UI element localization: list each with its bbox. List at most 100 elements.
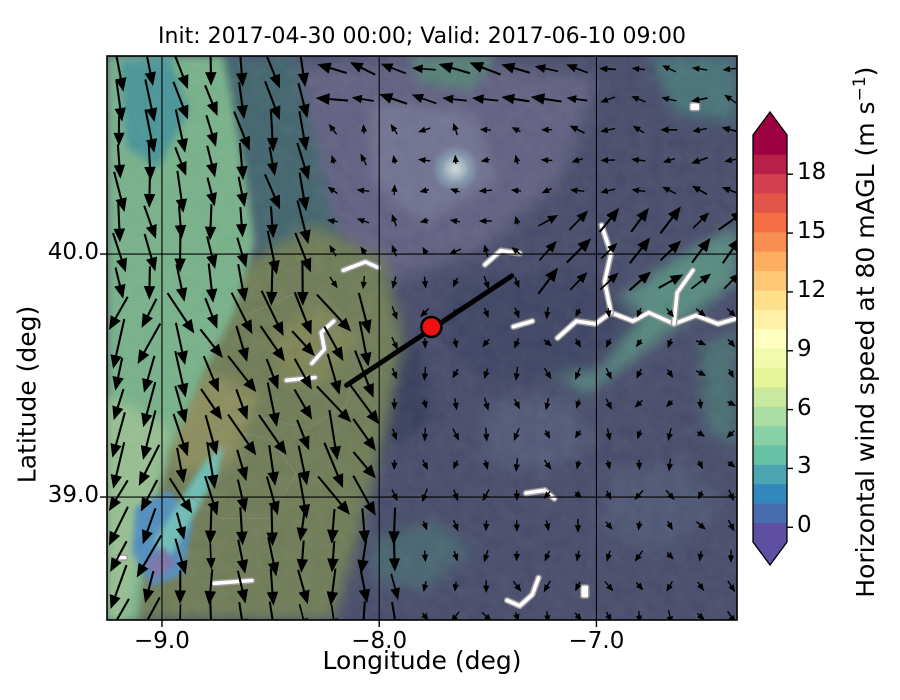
wind-arrow xyxy=(483,368,490,380)
wind-arrow xyxy=(696,430,705,437)
plot-border xyxy=(106,55,738,621)
wind-arrow xyxy=(452,154,459,164)
wind-arrow xyxy=(540,157,553,164)
wind-arrow xyxy=(357,601,366,620)
colorbar-segment xyxy=(753,134,787,155)
wind-arrow xyxy=(636,368,643,379)
wind-arrow xyxy=(238,601,248,620)
wind-arrow xyxy=(264,173,281,210)
wind-arrow xyxy=(323,325,344,362)
wind-arrow xyxy=(605,611,612,620)
wind-arrow xyxy=(534,64,559,73)
wind-arrow xyxy=(565,238,592,264)
wind-arrow xyxy=(391,184,398,196)
wind-arrow xyxy=(330,154,337,164)
wind-arrow xyxy=(227,355,257,393)
wind-arrow xyxy=(204,508,217,545)
wind-arrow xyxy=(574,612,582,620)
colorbar-segment xyxy=(753,405,787,427)
wind-arrow xyxy=(605,398,612,410)
wind-arrow xyxy=(438,62,471,75)
wind-arrow xyxy=(690,273,712,290)
wind-arrow xyxy=(137,322,162,365)
wind-arrow xyxy=(316,293,352,332)
wind-arrow xyxy=(727,338,736,348)
wind-arrow xyxy=(296,419,310,451)
wind-arrow xyxy=(174,322,188,366)
wind-arrow xyxy=(110,442,126,489)
wind-arrow xyxy=(235,389,249,420)
wind-arrow xyxy=(569,125,585,134)
wind-arrow xyxy=(143,176,156,208)
wind-arrow xyxy=(294,232,312,273)
wind-arrow xyxy=(236,539,249,574)
wind-arrow xyxy=(538,215,559,227)
wind-arrow xyxy=(636,307,643,318)
wind-arrow xyxy=(514,337,521,349)
wind-arrow xyxy=(695,308,707,317)
wind-arrows-layer xyxy=(108,56,737,620)
wind-arrow xyxy=(205,56,217,86)
wind-arrow xyxy=(543,367,552,380)
wind-arrow xyxy=(144,56,156,86)
wind-arrow xyxy=(268,601,279,620)
wind-arrow xyxy=(109,564,128,610)
wind-arrow xyxy=(513,307,520,319)
wind-arrow xyxy=(575,308,582,318)
colorbar-segment xyxy=(753,425,787,446)
wind-arrow xyxy=(478,187,492,194)
wind-arrow xyxy=(418,126,431,133)
wind-arrow xyxy=(390,123,398,135)
colorbar-segment xyxy=(753,192,787,213)
river xyxy=(672,268,695,326)
colorbar-segment xyxy=(753,444,787,465)
colorbar-segment xyxy=(753,347,787,368)
wind-arrow xyxy=(141,298,158,328)
wind-arrow xyxy=(315,93,349,105)
wind-arrow xyxy=(513,612,520,620)
wind-arrow xyxy=(566,64,589,74)
wind-arrow xyxy=(574,490,583,499)
wind-arrow xyxy=(628,271,652,292)
wind-arrow xyxy=(636,429,643,440)
wind-arrow xyxy=(501,62,531,74)
wind-arrow xyxy=(360,124,368,134)
wind-arrow xyxy=(411,93,437,105)
wind-arrow xyxy=(605,367,612,380)
wind-arrow xyxy=(419,308,430,318)
colorbar-tick-label: 3 xyxy=(797,453,812,480)
wind-arrow xyxy=(724,94,737,104)
water-feature xyxy=(689,102,701,112)
wind-arrow xyxy=(142,570,155,604)
wind-arrow xyxy=(266,506,278,547)
wind-arrow xyxy=(605,428,612,441)
wind-arrow xyxy=(112,232,128,273)
wind-arrow xyxy=(316,385,352,423)
wind-arrow xyxy=(411,64,436,74)
river xyxy=(505,575,541,608)
wind-arrow xyxy=(452,398,459,411)
wind-arrow xyxy=(265,260,278,306)
wind-arrow xyxy=(635,611,643,620)
wind-arrow xyxy=(452,581,459,592)
wind-arrow xyxy=(537,267,559,295)
colorbar-label-close: ) xyxy=(851,66,881,77)
wind-arrow xyxy=(168,477,193,514)
wind-arrow xyxy=(513,398,520,410)
wind-arrow xyxy=(199,328,223,359)
wind-arrow xyxy=(543,429,551,440)
wind-arrow xyxy=(204,414,219,455)
wind-arrow xyxy=(298,111,310,151)
wind-arrow xyxy=(453,460,460,470)
colorbar-tick-label: 9 xyxy=(797,335,812,362)
wind-arrow xyxy=(388,507,400,546)
wind-arrow xyxy=(419,217,429,224)
wind-arrow xyxy=(727,580,736,593)
wind-arrow xyxy=(204,569,217,605)
wind-arrow xyxy=(327,541,339,573)
wind-arrow xyxy=(632,125,645,134)
river xyxy=(483,248,522,267)
wind-arrow xyxy=(481,611,492,620)
wind-arrow xyxy=(510,187,522,194)
x-tick-label: −8.0 xyxy=(351,628,408,654)
